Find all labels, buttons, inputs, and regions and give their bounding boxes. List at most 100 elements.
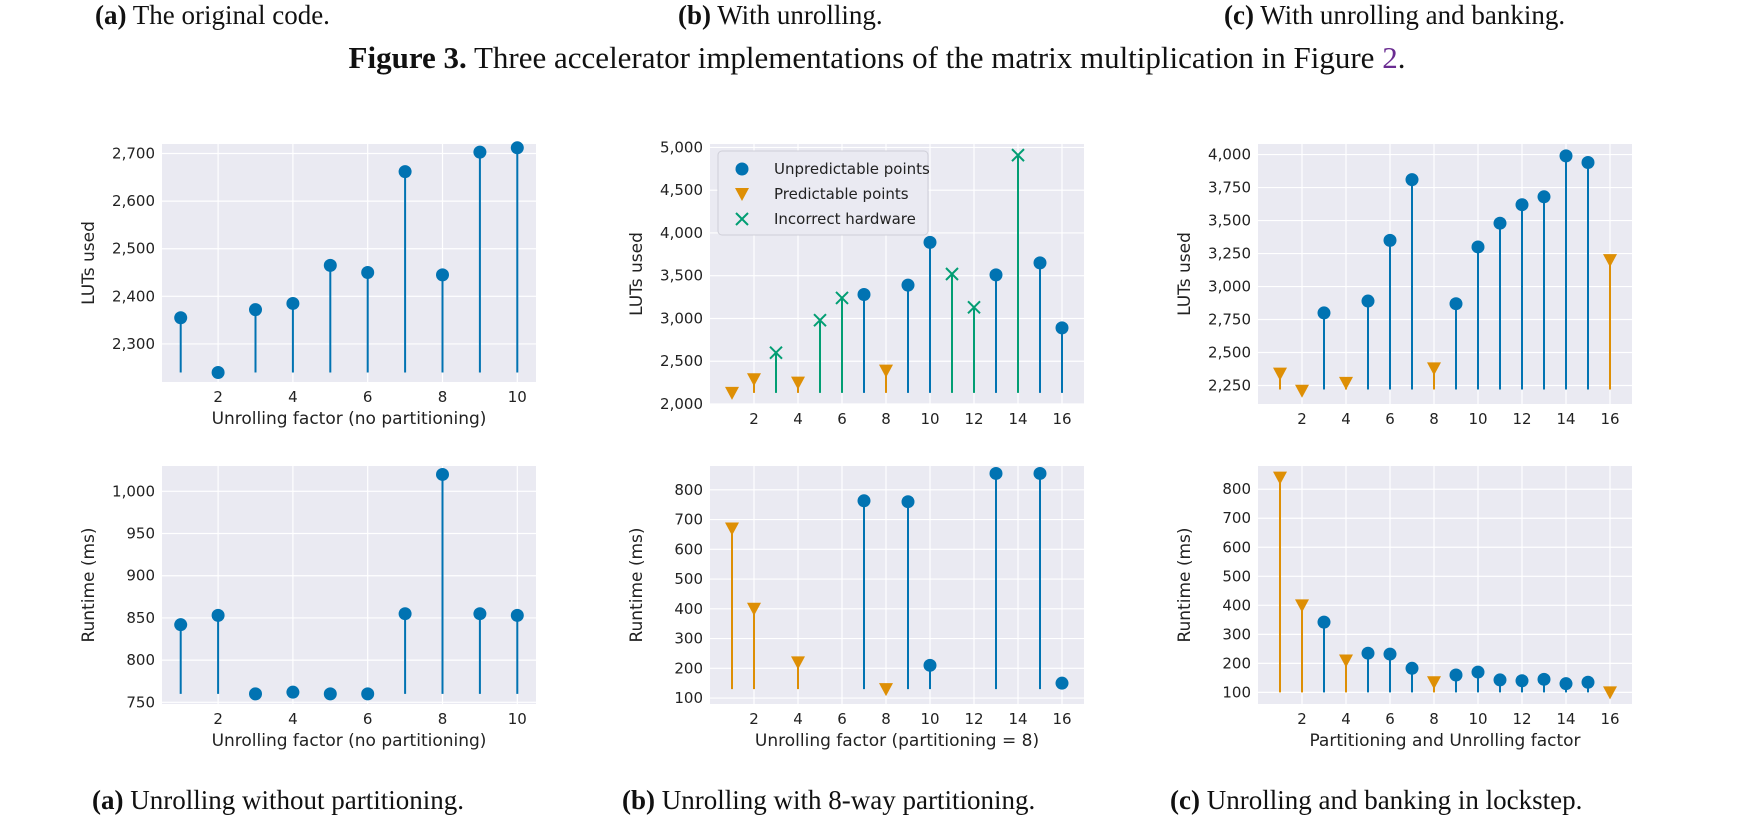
chart-panel-3: 2 4 6 8 10 12 14 16 2,250 2,500 2,750 3,000 3,250 3,5… bbox=[1175, 144, 1632, 428]
x-tick-label: 8 bbox=[1429, 410, 1439, 428]
x-tick-label: 8 bbox=[438, 710, 448, 728]
y-tick-label: 3,750 bbox=[1208, 179, 1251, 197]
x-tick-label: 16 bbox=[1600, 710, 1619, 728]
data-point-predictable bbox=[747, 373, 761, 387]
data-point-unpredictable bbox=[211, 608, 225, 622]
data-point-unpredictable bbox=[1449, 297, 1463, 311]
x-tick-label: 10 bbox=[508, 710, 527, 728]
x-tick-label: 12 bbox=[964, 710, 983, 728]
data-point-unpredictable bbox=[1449, 668, 1463, 682]
y-tick-label: 850 bbox=[126, 609, 155, 627]
data-point-predictable bbox=[1339, 376, 1353, 390]
x-tick-label: 16 bbox=[1052, 710, 1071, 728]
data-point-predictable bbox=[725, 522, 739, 536]
y-tick-label: 2,500 bbox=[1208, 344, 1251, 362]
y-tick-label: 1,000 bbox=[112, 482, 155, 500]
x-tick-label: 16 bbox=[1600, 410, 1619, 428]
data-point-unpredictable bbox=[1515, 674, 1529, 688]
x-tick-label: 2 bbox=[1297, 410, 1307, 428]
x-tick-label: 8 bbox=[1429, 710, 1439, 728]
chart-panel-1: 2 4 6 8 10 2,300 2,400 2,500 2,600 2,700 Unrolling… bbox=[79, 141, 536, 429]
x-tick-label: 14 bbox=[1008, 410, 1027, 428]
y-axis-label: Runtime (ms) bbox=[1175, 527, 1195, 642]
y-tick-label: 400 bbox=[674, 600, 703, 618]
data-point-unpredictable bbox=[1405, 173, 1419, 187]
y-tick-label: 600 bbox=[674, 540, 703, 558]
data-point-incorrect bbox=[813, 313, 827, 327]
x-tick-label: 12 bbox=[964, 410, 983, 428]
figure-title: Figure 3. Three accelerator implementati… bbox=[0, 40, 1754, 76]
data-point-unpredictable bbox=[249, 687, 262, 701]
y-axis-label: Runtime (ms) bbox=[627, 527, 647, 642]
y-tick-label: 100 bbox=[674, 689, 703, 707]
caption-tag: (b) bbox=[678, 0, 711, 30]
data-point-unpredictable bbox=[1493, 216, 1507, 230]
legend-marker-predictable bbox=[735, 188, 749, 201]
y-tick-label: 2,500 bbox=[112, 240, 155, 258]
legend-marker-unpredictable bbox=[735, 162, 749, 176]
caption-tag: (c) bbox=[1224, 0, 1254, 30]
data-point-predictable bbox=[1427, 676, 1441, 690]
data-point-unpredictable bbox=[361, 266, 375, 280]
data-point-unpredictable bbox=[1493, 673, 1507, 687]
data-point-unpredictable bbox=[361, 687, 375, 701]
data-point-unpredictable bbox=[1405, 661, 1419, 675]
y-tick-label: 3,000 bbox=[660, 309, 703, 327]
data-point-incorrect bbox=[967, 300, 981, 315]
plot-background bbox=[162, 144, 536, 382]
data-point-unpredictable bbox=[1033, 466, 1047, 480]
y-tick-label: 4,500 bbox=[660, 181, 703, 199]
data-point-unpredictable bbox=[1383, 233, 1397, 247]
data-point-unpredictable bbox=[323, 687, 337, 701]
x-axis-label: Unrolling factor (no partitioning) bbox=[212, 731, 487, 751]
data-point-incorrect bbox=[769, 345, 783, 360]
y-tick-label: 800 bbox=[674, 481, 703, 499]
caption-text: The original code. bbox=[132, 0, 330, 30]
y-tick-label: 950 bbox=[126, 525, 155, 543]
x-tick-label: 6 bbox=[363, 388, 373, 406]
data-point-unpredictable bbox=[286, 685, 300, 699]
y-tick-label: 2,750 bbox=[1208, 311, 1251, 329]
x-tick-label: 6 bbox=[363, 710, 373, 728]
plot-background bbox=[710, 466, 1084, 704]
data-point-predictable bbox=[747, 602, 761, 616]
data-point-incorrect bbox=[1011, 148, 1025, 162]
figure-ref-link[interactable]: 2 bbox=[1382, 40, 1398, 75]
data-point-unpredictable bbox=[249, 303, 262, 317]
caption-top-c: (c) With unrolling and banking. bbox=[1224, 0, 1565, 31]
data-point-incorrect bbox=[835, 291, 849, 305]
data-point-predictable bbox=[1295, 384, 1309, 398]
data-point-unpredictable bbox=[174, 311, 188, 325]
data-point-unpredictable bbox=[1361, 294, 1375, 308]
y-tick-label: 500 bbox=[674, 570, 703, 588]
data-point-unpredictable bbox=[1537, 190, 1551, 204]
x-tick-label: 12 bbox=[1512, 410, 1531, 428]
x-tick-label: 12 bbox=[1512, 710, 1531, 728]
data-point-unpredictable bbox=[1361, 646, 1375, 660]
x-tick-label: 14 bbox=[1008, 710, 1027, 728]
y-tick-label: 2,500 bbox=[660, 352, 703, 370]
y-tick-label: 750 bbox=[126, 693, 155, 711]
y-tick-label: 2,000 bbox=[660, 395, 703, 413]
data-point-unpredictable bbox=[923, 658, 937, 672]
y-tick-label: 3,500 bbox=[1208, 212, 1251, 230]
data-point-unpredictable bbox=[436, 268, 449, 282]
data-point-unpredictable bbox=[1055, 676, 1069, 690]
plot-background bbox=[162, 466, 536, 704]
data-point-predictable bbox=[1295, 599, 1309, 613]
x-tick-label: 4 bbox=[288, 710, 298, 728]
y-tick-label: 900 bbox=[126, 567, 155, 585]
y-tick-label: 500 bbox=[1222, 567, 1251, 585]
x-tick-label: 14 bbox=[1556, 410, 1575, 428]
data-point-unpredictable bbox=[923, 235, 937, 249]
caption-bottom-a: (a) Unrolling without partitioning. bbox=[92, 785, 464, 816]
data-point-unpredictable bbox=[901, 495, 915, 509]
y-tick-label: 300 bbox=[674, 630, 703, 648]
x-tick-label: 10 bbox=[920, 410, 939, 428]
data-point-predictable bbox=[791, 656, 805, 670]
x-tick-label: 8 bbox=[881, 710, 891, 728]
data-point-unpredictable bbox=[1581, 675, 1595, 689]
caption-text: With unrolling. bbox=[717, 0, 883, 30]
x-tick-label: 6 bbox=[837, 410, 847, 428]
